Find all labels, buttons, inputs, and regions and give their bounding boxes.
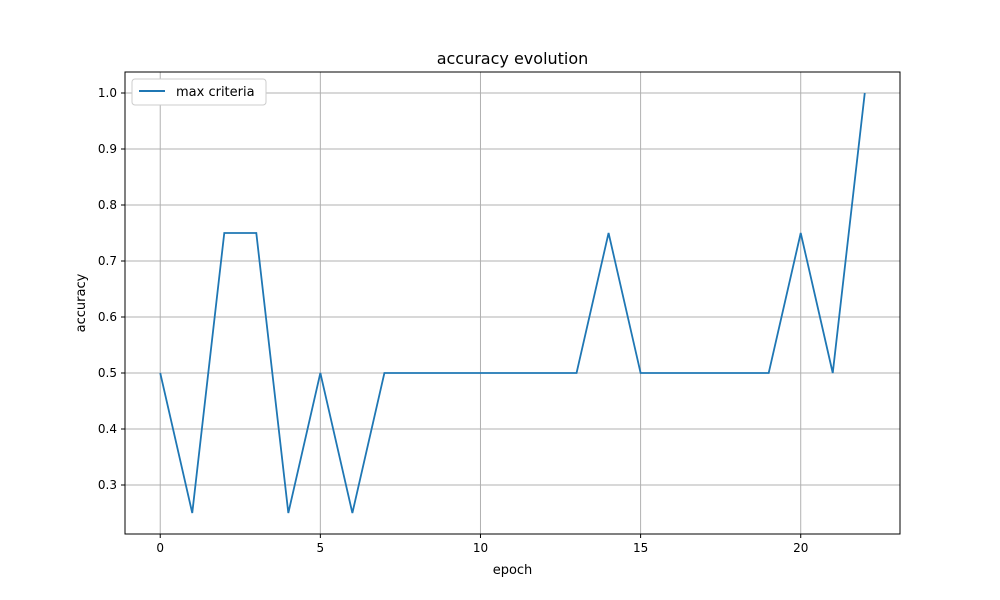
- x-tick-label: 15: [633, 541, 648, 555]
- y-tick-label: 0.8: [98, 198, 117, 212]
- legend: max criteria: [131, 78, 267, 106]
- x-tick-label: 0: [156, 541, 164, 555]
- x-axis-label: epoch: [493, 563, 533, 578]
- chart-title: accuracy evolution: [437, 49, 589, 68]
- series-layer: [159, 92, 866, 514]
- y-axis: 0.3 0.4 0.5 0.6 0.7 0.8 0.9 1.0: [98, 86, 125, 492]
- x-tick-label: 10: [473, 541, 488, 555]
- y-tick-label: 0.9: [98, 142, 117, 156]
- grid: [125, 72, 900, 534]
- plot-frame: [124, 71, 901, 535]
- x-axis: 0 5 10 15 20: [156, 534, 808, 555]
- legend-label: max criteria: [176, 85, 255, 100]
- y-tick-label: 0.5: [98, 366, 117, 380]
- y-axis-label: accuracy: [74, 273, 89, 332]
- series-line-max-criteria: [159, 92, 866, 514]
- y-tick-label: 0.6: [98, 310, 117, 324]
- x-tick-label: 20: [793, 541, 808, 555]
- y-tick-label: 0.7: [98, 254, 117, 268]
- y-tick-label: 0.3: [98, 478, 117, 492]
- y-tick-label: 0.4: [98, 422, 117, 436]
- y-tick-label: 1.0: [98, 86, 117, 100]
- x-tick-label: 5: [317, 541, 325, 555]
- legend-box: [131, 78, 267, 106]
